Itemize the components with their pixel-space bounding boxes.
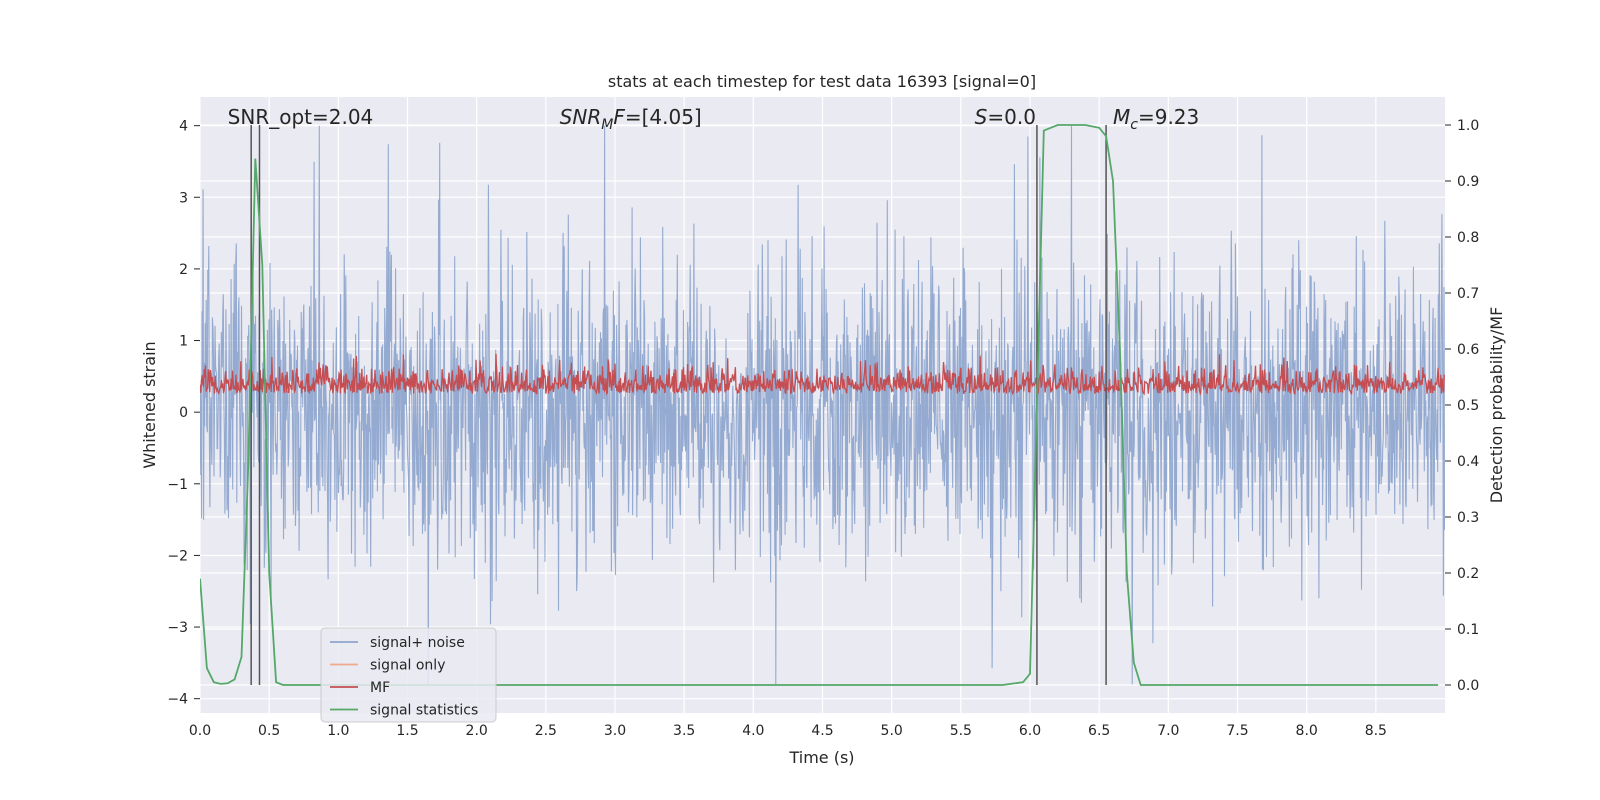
y-right-tick-label: 0.5 [1457,398,1479,414]
chart-title: stats at each timestep for test data 163… [608,72,1036,91]
annotation-s-val: S=0.0 [975,105,1036,129]
legend-entry-label: signal statistics [370,703,478,719]
x-tick-label: 2.0 [466,723,488,739]
y-right-axis-label: Detection probability/MF [1487,307,1506,504]
x-tick-label: 3.5 [673,723,695,739]
x-tick-label: 7.5 [1226,723,1248,739]
y-right-tick-label: 0.2 [1457,566,1479,582]
x-tick-label: 8.5 [1365,723,1387,739]
y-tick-label: 4 [179,119,188,135]
x-tick-label: 5.0 [881,723,903,739]
x-tick-label: 3.0 [604,723,626,739]
y-tick-label: 3 [179,190,188,206]
annotations: SNR_opt=2.04 SNRMF=[4.05] S=0.0 Mc=9.23 [228,105,1200,133]
annotation-snr-mf: SNRMF=[4.05] [560,105,702,133]
x-tick-label: 1.5 [396,723,418,739]
y-right-tick-label: 0.0 [1457,678,1479,694]
y-tick-labels: 4 3 2 1 0 −1 −2 −3 −4 [167,119,200,708]
x-tick-label: 0.5 [258,723,280,739]
y-right-tick-label: 0.3 [1457,510,1479,526]
legend-entry-label: signal only [370,658,445,674]
y-right-tick-label: 1.0 [1457,118,1479,134]
y-right-tick-label: 0.4 [1457,454,1479,470]
signal-statistics-line [200,124,1439,686]
y-tick-label: 0 [179,405,188,421]
y-tick-label: −1 [167,477,188,493]
x-tick-labels: 0.0 0.5 1.0 1.5 2.0 2.5 3.0 3.5 4.0 4.5 5.0 5.5 6.0 6… [189,723,1387,739]
y-tick-label: −3 [167,620,188,636]
x-tick-label: 0.0 [189,723,211,739]
signal-noise-line [200,125,1445,685]
annotation-mc-val: Mc=9.23 [1113,105,1199,133]
x-tick-label: 2.5 [535,723,557,739]
x-tick-label: 7.0 [1157,723,1179,739]
annotation-snr-opt: SNR_opt=2.04 [228,105,374,129]
y-right-tick-label: 0.6 [1457,342,1479,358]
y-right-tick-label: 0.9 [1457,174,1479,190]
y-axis-label: Whitened strain [140,341,159,468]
x-tick-label: 5.5 [950,723,972,739]
y-right-tick-label: 0.1 [1457,622,1479,638]
x-axis-label: Time (s) [788,748,854,767]
y-right-tick-label: 0.8 [1457,230,1479,246]
x-tick-label: 4.0 [742,723,764,739]
x-tick-label: 6.5 [1088,723,1110,739]
x-tick-label: 6.0 [1019,723,1041,739]
y-tick-label: 2 [179,262,188,278]
legend-box [320,627,497,723]
y-right-tick-labels: 1.0 0.9 0.8 0.7 0.6 0.5 0.4 0.3 0.2 0.1 0.0 [1445,118,1479,694]
series-signal-noise [200,125,1445,685]
y-tick-label: −2 [167,548,188,564]
series-signal-statistics [200,124,1439,686]
x-tick-label: 1.0 [327,723,349,739]
x-tick-label: 4.5 [811,723,833,739]
legend-entry-label: signal+ noise [370,635,465,651]
y-right-tick-label: 0.7 [1457,286,1479,302]
legend: signal+ noise signal only MF signal statist… [320,627,497,723]
series-mf [200,353,1445,396]
legend-entry-label: MF [370,680,390,696]
y-tick-label: −4 [167,692,188,708]
y-tick-label: 1 [179,334,188,350]
x-tick-label: 8.0 [1296,723,1318,739]
mf-line [200,353,1445,396]
